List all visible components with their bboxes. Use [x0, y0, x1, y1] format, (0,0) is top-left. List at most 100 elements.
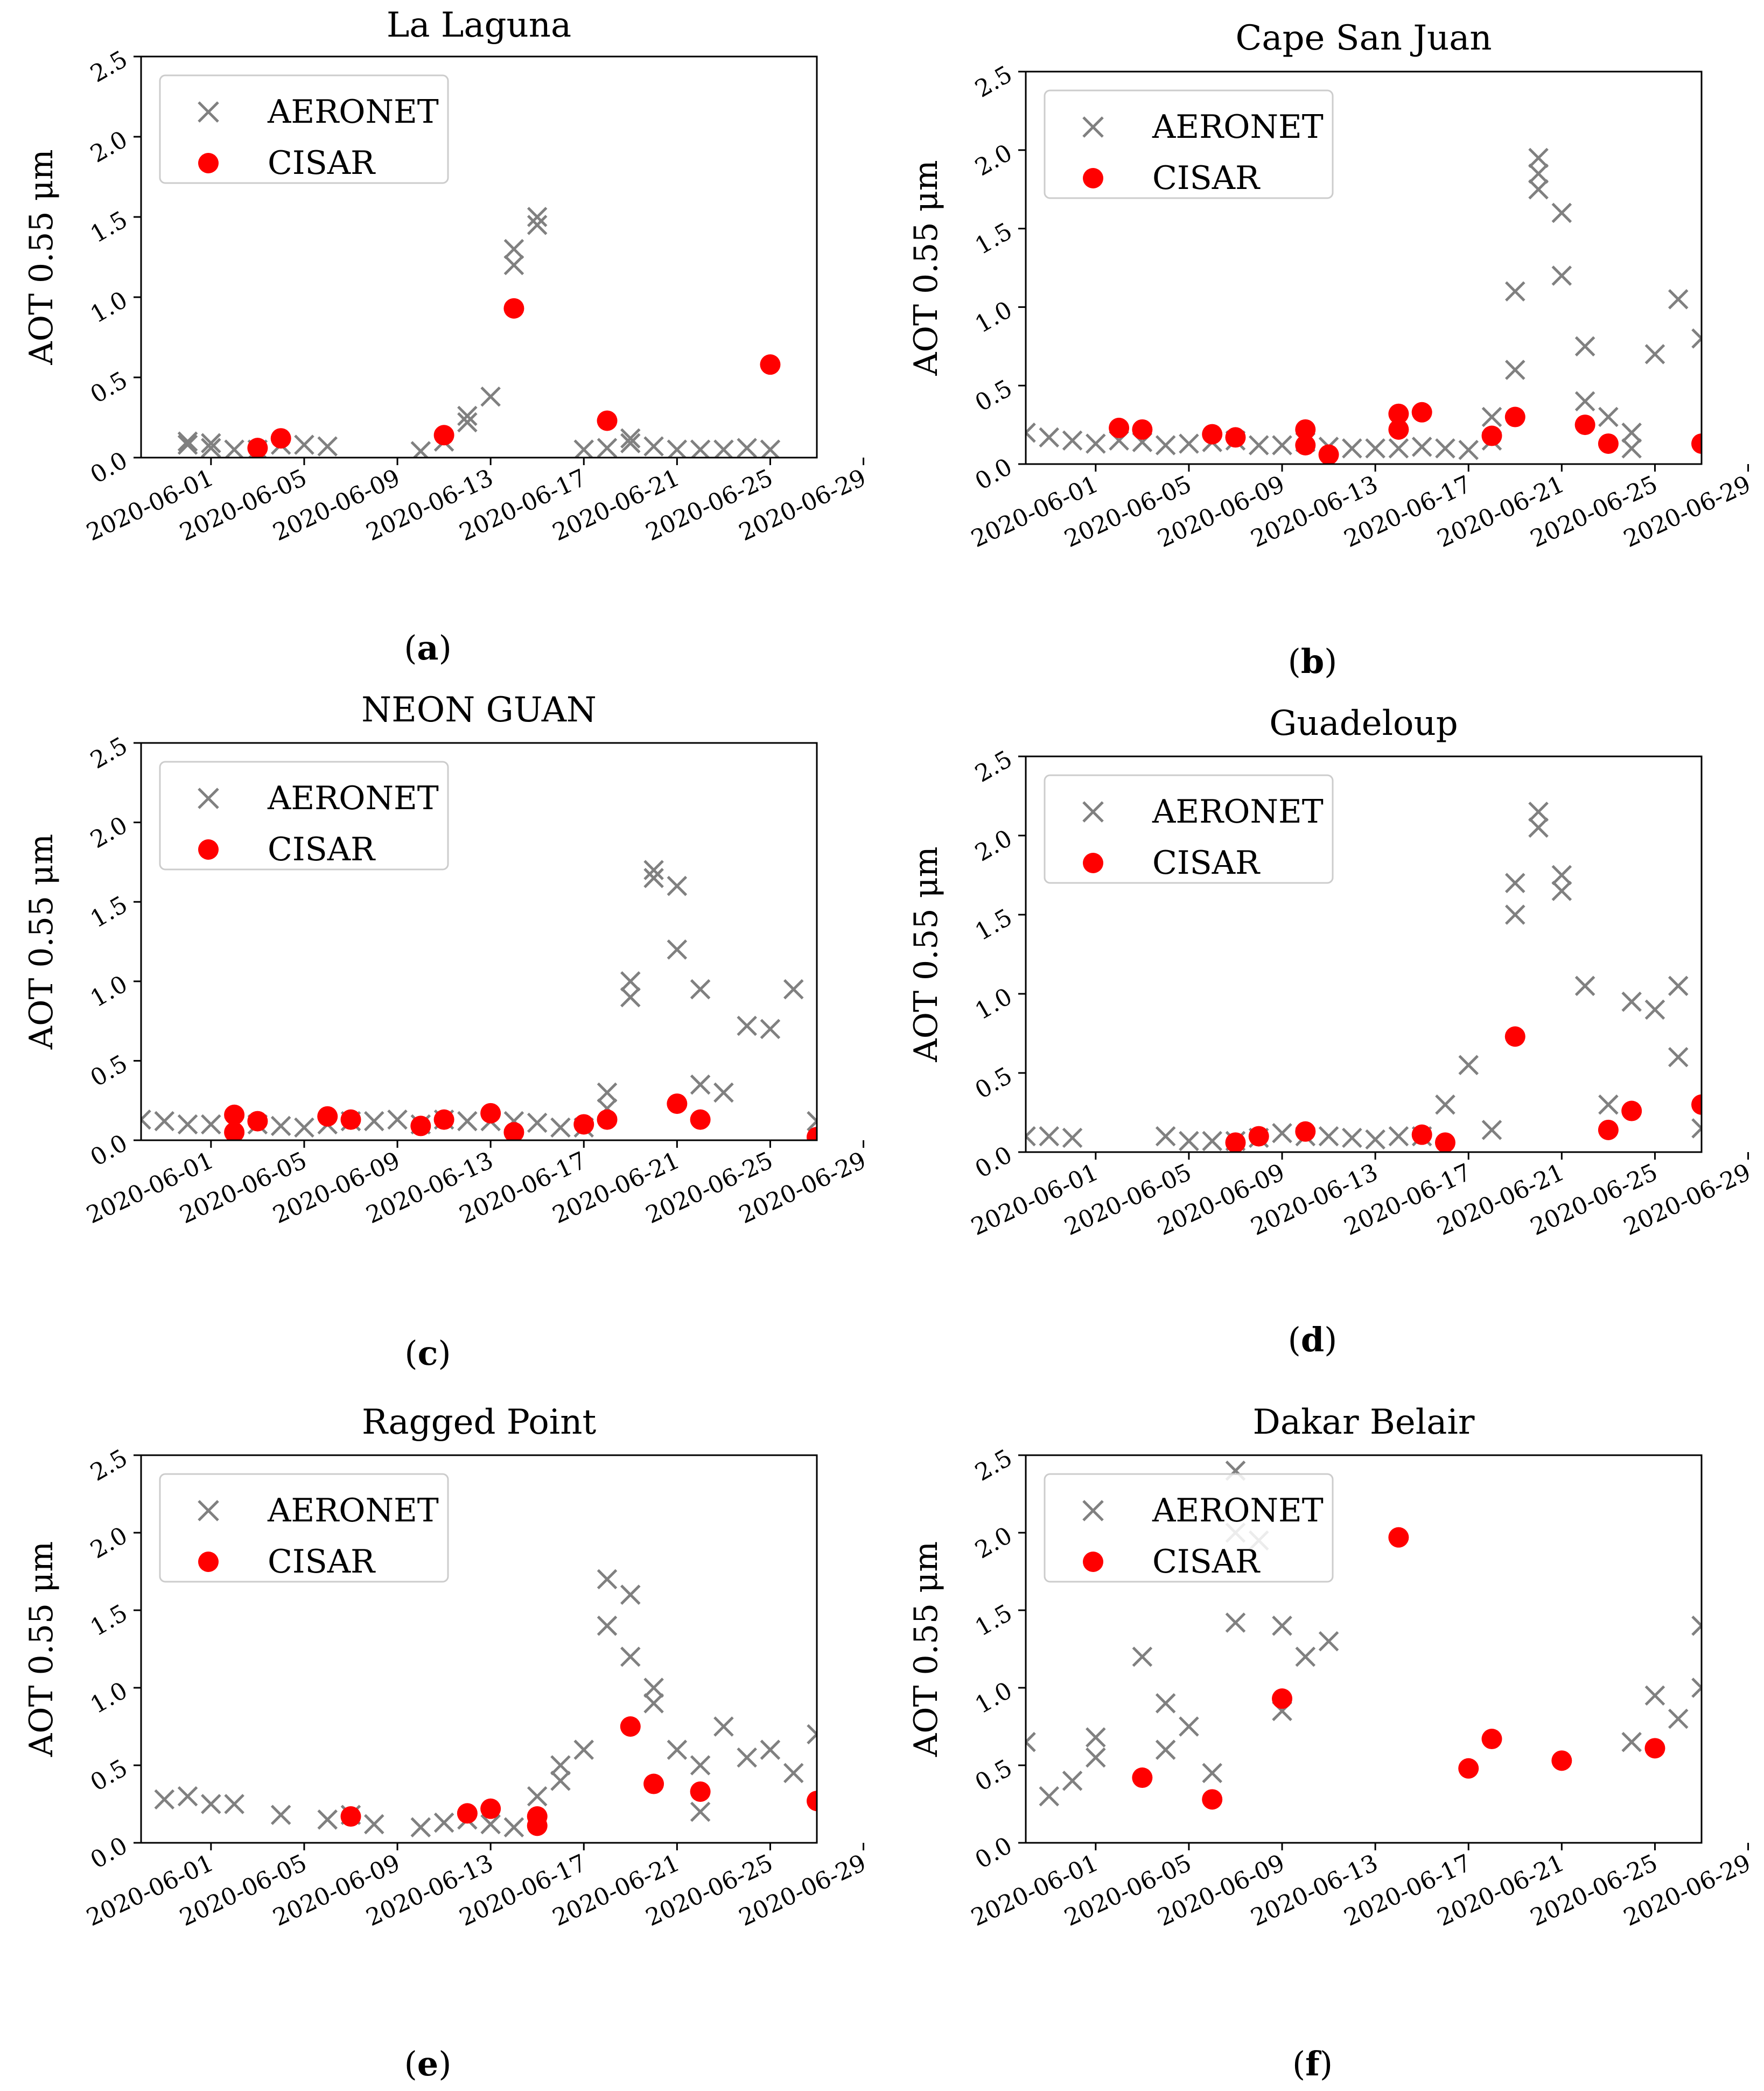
aeronet-point [1155, 1739, 1176, 1760]
legend: AERONET CISAR [159, 1473, 449, 1583]
legend-label: AERONET [267, 93, 439, 131]
legend: AERONET CISAR [159, 74, 449, 184]
aeronet-point [1086, 1747, 1106, 1768]
y-tick-label: 1.5 [970, 903, 1017, 946]
cisar-point [224, 1122, 245, 1140]
y-tick-label: 2.5 [970, 1444, 1017, 1486]
aeronet-point [1225, 1612, 1246, 1633]
aeronet-point [1086, 433, 1106, 454]
cisar-point [1598, 1119, 1619, 1140]
legend-marker-aeronet [1082, 801, 1104, 823]
cisar-point [1109, 417, 1130, 438]
cisar-point [433, 1109, 454, 1130]
aeronet-point [527, 215, 548, 235]
cisar-point [1132, 1767, 1153, 1788]
cisar-point [433, 425, 454, 446]
legend: AERONET CISAR [1044, 774, 1334, 884]
cisar-point [1318, 444, 1339, 464]
aeronet-point [690, 1755, 711, 1776]
aeronet-point [177, 1114, 198, 1135]
aeronet-point [1621, 438, 1642, 459]
aeronet-point [457, 412, 478, 433]
cisar-point [1411, 402, 1432, 423]
aeronet-point [1691, 1118, 1702, 1139]
legend-marker-aeronet [1082, 1500, 1104, 1521]
y-tick-label: 1.5 [970, 1599, 1017, 1641]
cisar-point [690, 1109, 711, 1130]
y-tick-label: 1.5 [86, 206, 132, 248]
cisar-point [1225, 1132, 1246, 1152]
axes-frame [140, 742, 818, 1141]
aeronet-point [597, 1569, 618, 1590]
aeronet-point [317, 436, 338, 457]
cisar-point [1551, 1750, 1572, 1771]
aeronet-point [550, 1771, 571, 1791]
plot-area [141, 860, 817, 1140]
y-tick-label: 1.5 [970, 217, 1017, 260]
aeronet-point [457, 1111, 478, 1132]
aeronet-point [667, 439, 688, 458]
aeronet-point [433, 1812, 454, 1833]
y-axis-label: AOT 0.55 μm [907, 160, 945, 376]
aeronet-point [480, 386, 501, 407]
cisar-point [503, 1122, 524, 1140]
aeronet-point [643, 436, 664, 457]
cisar-point [1248, 1126, 1269, 1147]
panel-caption-letter: a [417, 628, 438, 668]
aeronet-point [667, 875, 688, 896]
cisar-point [1295, 419, 1316, 440]
aeronet-point [527, 1786, 548, 1807]
aeronet-point [1435, 1094, 1455, 1115]
legend-marker-aeronet [1082, 116, 1104, 138]
aeronet-point [1668, 289, 1689, 310]
y-tick-label: 2.5 [86, 45, 132, 88]
aeronet-point [1505, 904, 1525, 925]
chart-title: NEON GUAN [361, 690, 597, 730]
cisar-point [1295, 1121, 1316, 1142]
cisar-point [1481, 1729, 1502, 1750]
aeronet-point [1155, 1693, 1176, 1714]
chart-title: La Laguna [387, 5, 571, 45]
aeronet-point [1691, 1678, 1702, 1698]
y-tick-label: 0.5 [970, 1062, 1017, 1104]
cisar-point [270, 428, 291, 449]
aeronet-point [1062, 1771, 1083, 1791]
chart-title: Dakar Belair [1253, 1402, 1475, 1442]
aeronet-point [201, 1114, 221, 1135]
aeronet-point [1062, 430, 1083, 451]
aeronet-point [1179, 1716, 1199, 1737]
aeronet-point [503, 1817, 524, 1837]
legend-marker-aeronet [198, 101, 219, 123]
plot-area [1026, 148, 1702, 464]
cisar-point [1388, 419, 1409, 440]
aeronet-point [620, 433, 641, 453]
aeronet-point [807, 1111, 817, 1132]
y-tick-label: 2.0 [970, 1521, 1017, 1564]
y-tick-label: 0.0 [86, 1129, 132, 1171]
aeronet-point [1621, 422, 1642, 443]
aeronet-point [690, 439, 711, 458]
aeronet-point [1155, 1126, 1176, 1147]
aeronet-point [1132, 1646, 1153, 1667]
y-tick-label: 1.5 [86, 891, 132, 934]
cisar-point [340, 1109, 361, 1130]
axes-frame [140, 55, 818, 459]
aeronet-point [1272, 435, 1292, 455]
cisar-point [224, 1104, 245, 1125]
y-tick-label: 2.5 [86, 732, 132, 774]
legend-label: AERONET [1152, 1492, 1324, 1529]
aeronet-point [713, 439, 734, 458]
aeronet-point [597, 1082, 618, 1103]
aeronet-point [1411, 437, 1432, 457]
y-tick-label: 0.5 [970, 375, 1017, 417]
legend-marker-cisar [198, 153, 219, 173]
aeronet-point [620, 971, 641, 992]
aeronet-point [1202, 1763, 1222, 1784]
aeronet-point [1155, 435, 1176, 455]
aeronet-point [201, 438, 221, 458]
aeronet-point [597, 1616, 618, 1636]
legend: AERONET CISAR [1044, 89, 1334, 199]
legend-box [1044, 774, 1334, 884]
